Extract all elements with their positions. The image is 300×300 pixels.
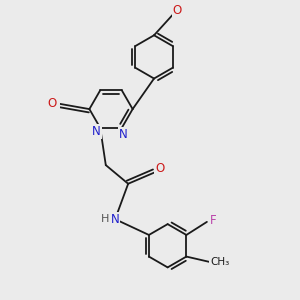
Text: O: O [47, 97, 57, 110]
Text: N: N [119, 128, 128, 141]
Text: O: O [172, 4, 182, 17]
Text: CH₃: CH₃ [210, 257, 230, 267]
Text: N: N [92, 125, 101, 138]
Text: O: O [155, 162, 164, 175]
Text: H: H [100, 214, 109, 224]
Text: F: F [210, 214, 217, 226]
Text: N: N [111, 213, 119, 226]
